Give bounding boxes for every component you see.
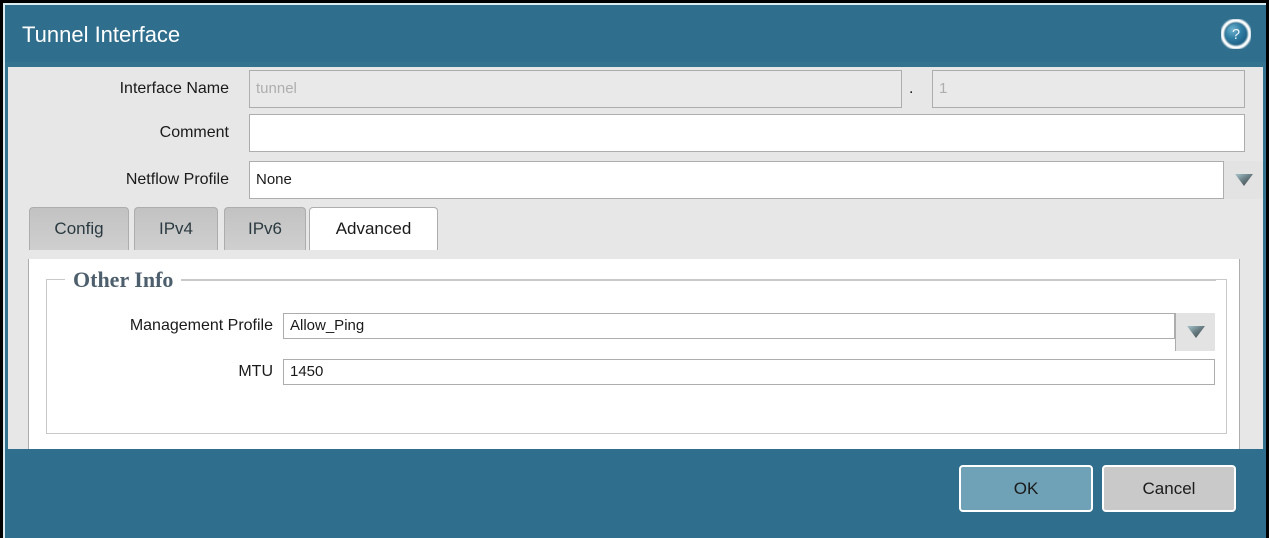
svg-text:?: ? <box>1232 27 1240 43</box>
